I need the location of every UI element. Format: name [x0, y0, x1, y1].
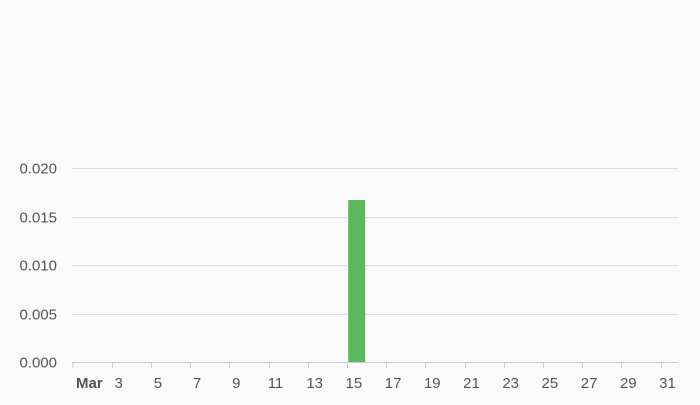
- x-tick-label: 5: [154, 375, 162, 392]
- x-tick-label: 31: [659, 375, 676, 392]
- y-tick-label: 0.015: [19, 210, 57, 227]
- x-tick-label: 9: [232, 375, 240, 392]
- y-tick-label: 0.010: [19, 258, 57, 275]
- x-tick-label: 21: [463, 375, 480, 392]
- x-tick-label: 3: [115, 375, 123, 392]
- x-tick-label: 7: [193, 375, 201, 392]
- bar: [348, 200, 366, 362]
- x-tick-label: 29: [620, 375, 637, 392]
- x-tick-label: 11: [268, 375, 284, 392]
- x-axis: [72, 362, 678, 368]
- y-tick-label: 0.020: [19, 161, 57, 178]
- x-tick-label: 25: [542, 375, 559, 392]
- x-tick-label: 27: [581, 375, 598, 392]
- x-tick-label: 19: [424, 375, 441, 392]
- y-axis-tick-labels: 0.000 0.005 0.010 0.015 0.020: [19, 161, 57, 372]
- x-tick-label: 17: [385, 375, 402, 392]
- x-tick-label: 13: [306, 375, 323, 392]
- bar-series: [348, 200, 366, 362]
- x-tick-label: 23: [502, 375, 519, 392]
- x-month-label: Mar: [76, 375, 103, 392]
- y-tick-label: 0.000: [19, 355, 57, 372]
- x-tick-label: 15: [346, 375, 363, 392]
- x-axis-tick-labels: Mar 3 5 7 9 11 13 15 17 19 21 23 25 27 29 31: [76, 375, 676, 392]
- y-tick-label: 0.005: [19, 307, 57, 324]
- gridlines: [72, 168, 678, 315]
